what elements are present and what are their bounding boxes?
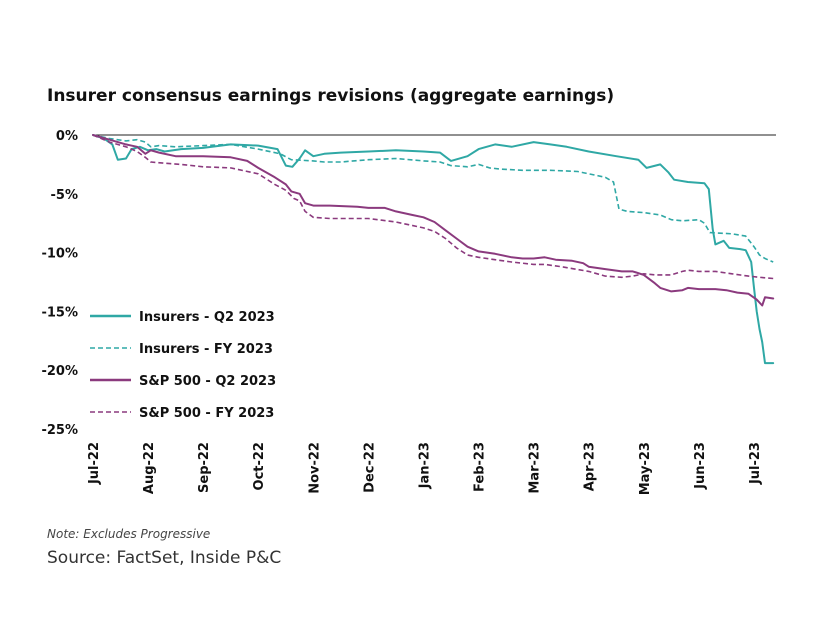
x-tick-label: Oct-22	[252, 442, 267, 490]
x-tick-label: Jul-23	[748, 442, 763, 485]
legend-label-sp-500-q2-2023: S&P 500 - Q2 2023	[139, 374, 276, 389]
y-tick-label: -15%	[41, 305, 78, 320]
series-line-insurers-fy-2023	[92, 134, 774, 263]
legend-label-insurers-fy-2023: Insurers - FY 2023	[139, 342, 273, 357]
legend-label-insurers-q2-2023: Insurers - Q2 2023	[139, 310, 275, 325]
series-line-sp-500-q2-2023	[92, 134, 775, 307]
x-axis: Jul-22 Aug-22 Sep-22 Oct-22 Nov-22 Dec-22 Jan-…	[87, 442, 763, 495]
x-tick-label: Jun-23	[693, 442, 708, 490]
x-tick-label: Jul-22	[87, 442, 102, 485]
y-tick-label: -20%	[41, 364, 78, 379]
x-tick-label: Sep-22	[197, 442, 212, 493]
chart-title: Insurer consensus earnings revisions (ag…	[47, 86, 614, 106]
chart-source: Source: FactSet, Inside P&C	[47, 548, 282, 568]
series-line-insurers-q2-2023	[92, 134, 775, 365]
legend-label-sp-500-fy-2023: S&P 500 - FY 2023	[139, 406, 274, 421]
series-line-sp-500-fy-2023	[92, 134, 774, 280]
chart-note: Note: Excludes Progressive	[47, 527, 211, 541]
x-tick-label: Apr-23	[583, 442, 598, 491]
x-tick-label: Nov-22	[307, 442, 322, 494]
x-tick-label: Mar-23	[528, 442, 543, 494]
y-tick-label: 0%	[56, 129, 78, 144]
y-tick-label: -5%	[51, 188, 78, 203]
legend: Insurers - Q2 2023 Insurers - FY 2023 S&P …	[90, 310, 276, 421]
y-tick-label: -25%	[41, 423, 78, 438]
y-tick-label: -10%	[41, 247, 78, 262]
x-tick-label: May-23	[638, 442, 653, 495]
x-tick-label: Jan-23	[417, 442, 432, 489]
series-layer	[92, 134, 775, 365]
y-axis: 0% -5% -10% -15% -20% -25%	[41, 129, 78, 438]
x-tick-label: Aug-22	[142, 442, 157, 494]
x-tick-label: Dec-22	[362, 442, 377, 493]
x-tick-label: Feb-23	[473, 442, 488, 492]
